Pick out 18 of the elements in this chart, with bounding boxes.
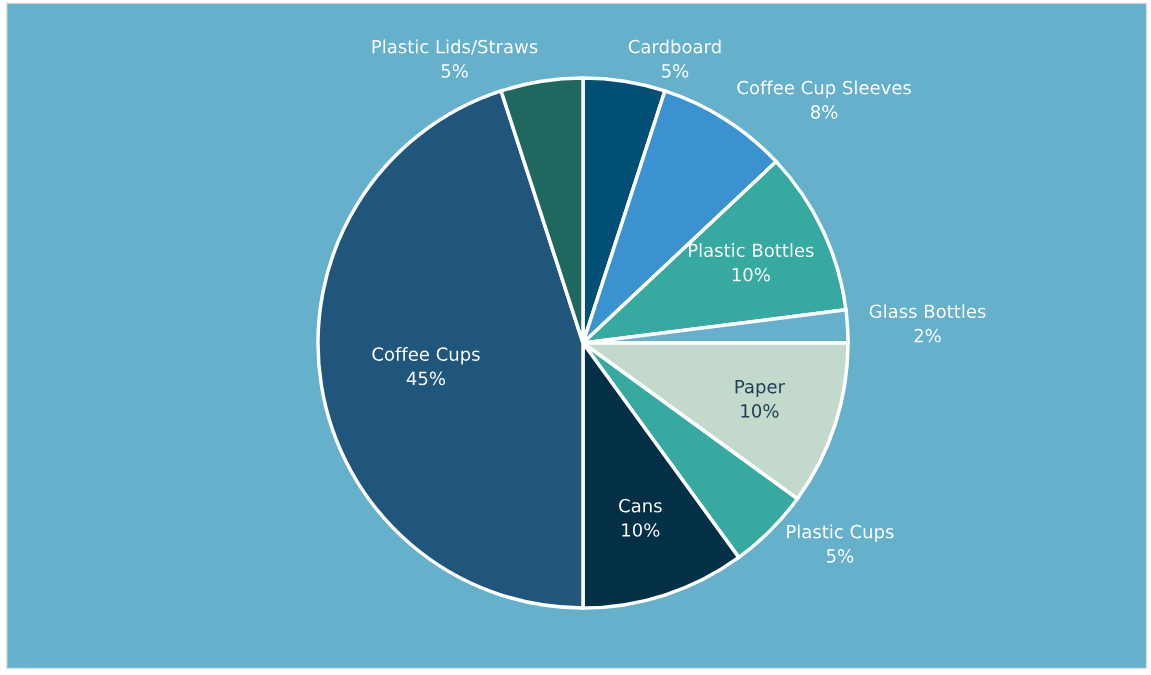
slice-label: Coffee Cups: [372, 346, 480, 365]
slice-label: Glass Bottles: [869, 304, 986, 319]
slice-label: Paper: [735, 379, 785, 397]
data-label: 10%: [732, 267, 770, 282]
data-label: 5%: [826, 549, 854, 563]
slice-label: Plastic Cups: [787, 524, 894, 542]
slice-label: Plastic Lids/Straws: [372, 39, 538, 55]
data-label: 10%: [741, 404, 779, 418]
slice-label: Cardboard: [628, 39, 721, 54]
data-label: 5%: [662, 64, 689, 78]
data-label: 45%: [406, 371, 446, 386]
slice-label: Coffee Cup Sleeves: [737, 80, 911, 98]
data-label: 10%: [622, 523, 660, 537]
slice-label: Plastic Bottles: [688, 243, 814, 258]
slice-label: Cans: [619, 498, 662, 513]
data-label: 5%: [441, 64, 468, 78]
data-label: 8%: [811, 105, 838, 119]
data-label: 2%: [914, 328, 941, 343]
